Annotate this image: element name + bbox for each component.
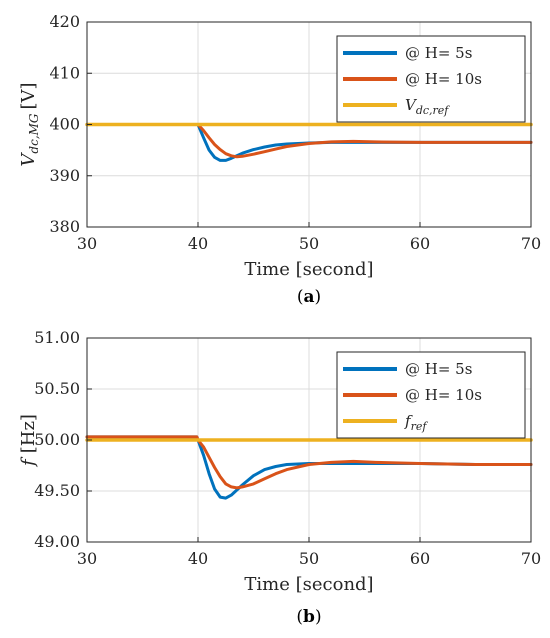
x-tick-label: 30	[77, 549, 97, 568]
legend-entry-h5: @ H= 5s	[405, 360, 472, 378]
x-tick-label: 70	[521, 234, 541, 253]
x-tick-label: 40	[188, 234, 208, 253]
y-axis-label: Vdc,MG[V]	[18, 82, 41, 166]
panel-caption: (b)	[296, 607, 321, 627]
x-axis-label: Time [second]	[244, 259, 373, 280]
x-tick-label: 30	[77, 234, 97, 253]
y-tick-label: 380	[49, 217, 80, 236]
y-tick-label: 50.00	[34, 430, 80, 449]
x-tick-label: 40	[188, 549, 208, 568]
y-tick-label: 390	[49, 166, 80, 185]
legend-entry-h5: @ H= 5s	[405, 44, 472, 62]
y-tick-label: 49.00	[34, 532, 80, 551]
x-tick-label: 70	[521, 549, 541, 568]
legend-entry-reference: Vdc,ref	[405, 96, 450, 117]
chart-panel-b: 30 40 50 60 70 49.00 49.50 50.00 50.50 51.00 Time…	[18, 328, 541, 627]
x-tick-label: 60	[410, 234, 430, 253]
x-tick-label: 50	[299, 549, 319, 568]
legend-entry-reference: fref	[404, 412, 428, 433]
y-tick-label: 410	[49, 63, 80, 82]
legend-entry-h10: @ H= 10s	[405, 70, 482, 88]
legend: @ H= 5s @ H= 10s Vdc,ref	[336, 35, 526, 123]
y-tick-label: 420	[49, 12, 80, 31]
series-line-h5	[85, 435, 533, 500]
legend: @ H= 5s @ H= 10s fref	[336, 351, 526, 439]
y-tick-label: 49.50	[34, 481, 80, 500]
y-tick-label: 51.00	[34, 328, 80, 347]
panel-caption: (a)	[297, 287, 321, 307]
y-axis-label: f[Hz]	[18, 414, 39, 468]
x-axis-label: Time [second]	[244, 574, 373, 595]
x-tick-label: 50	[299, 234, 319, 253]
series-line-h10	[85, 435, 533, 490]
y-tick-label: 400	[49, 115, 80, 134]
series-line-h10	[85, 123, 533, 159]
legend-entry-h10: @ H= 10s	[405, 386, 482, 404]
x-tick-label: 60	[410, 549, 430, 568]
y-tick-label: 50.50	[34, 379, 80, 398]
